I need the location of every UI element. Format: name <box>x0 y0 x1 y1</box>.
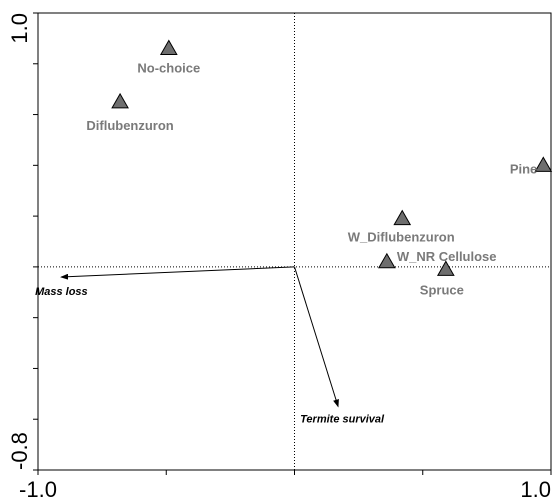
vector-layer: Mass loss Termite survival <box>35 266 385 426</box>
y-tick-label-max: 1.0 <box>7 13 32 44</box>
point-label-3: W_Diflubenzuron <box>348 230 455 245</box>
point-marker-3 <box>393 209 412 226</box>
x-tick-label-min: -1.0 <box>19 477 57 501</box>
points-layer: No-choice Diflubenzuron Pine W_Diflubenzuro… <box>86 39 553 297</box>
x-tick-label-max: 1.0 <box>520 477 551 501</box>
x-axis-ticks <box>37 470 552 475</box>
vector-arrow-1 <box>294 266 339 408</box>
point-marker-5 <box>436 260 455 276</box>
point-marker-2 <box>534 156 553 172</box>
point-label-2: Pine <box>510 161 537 176</box>
vector-label-1: Termite survival <box>300 414 385 426</box>
point-label-1: Diflubenzuron <box>86 118 173 133</box>
point-marker-1 <box>111 92 129 109</box>
point-label-0: No-choice <box>137 61 200 76</box>
vector-arrow-0 <box>60 266 295 280</box>
vector-label-0: Mass loss <box>35 286 88 298</box>
y-axis-ticks <box>33 12 38 471</box>
point-marker-0 <box>159 39 178 56</box>
point-marker-4 <box>377 252 396 269</box>
point-label-4: W_NR Cellulose <box>397 249 497 264</box>
y-tick-label-min: -0.8 <box>7 432 32 470</box>
point-label-5: Spruce <box>420 282 464 297</box>
